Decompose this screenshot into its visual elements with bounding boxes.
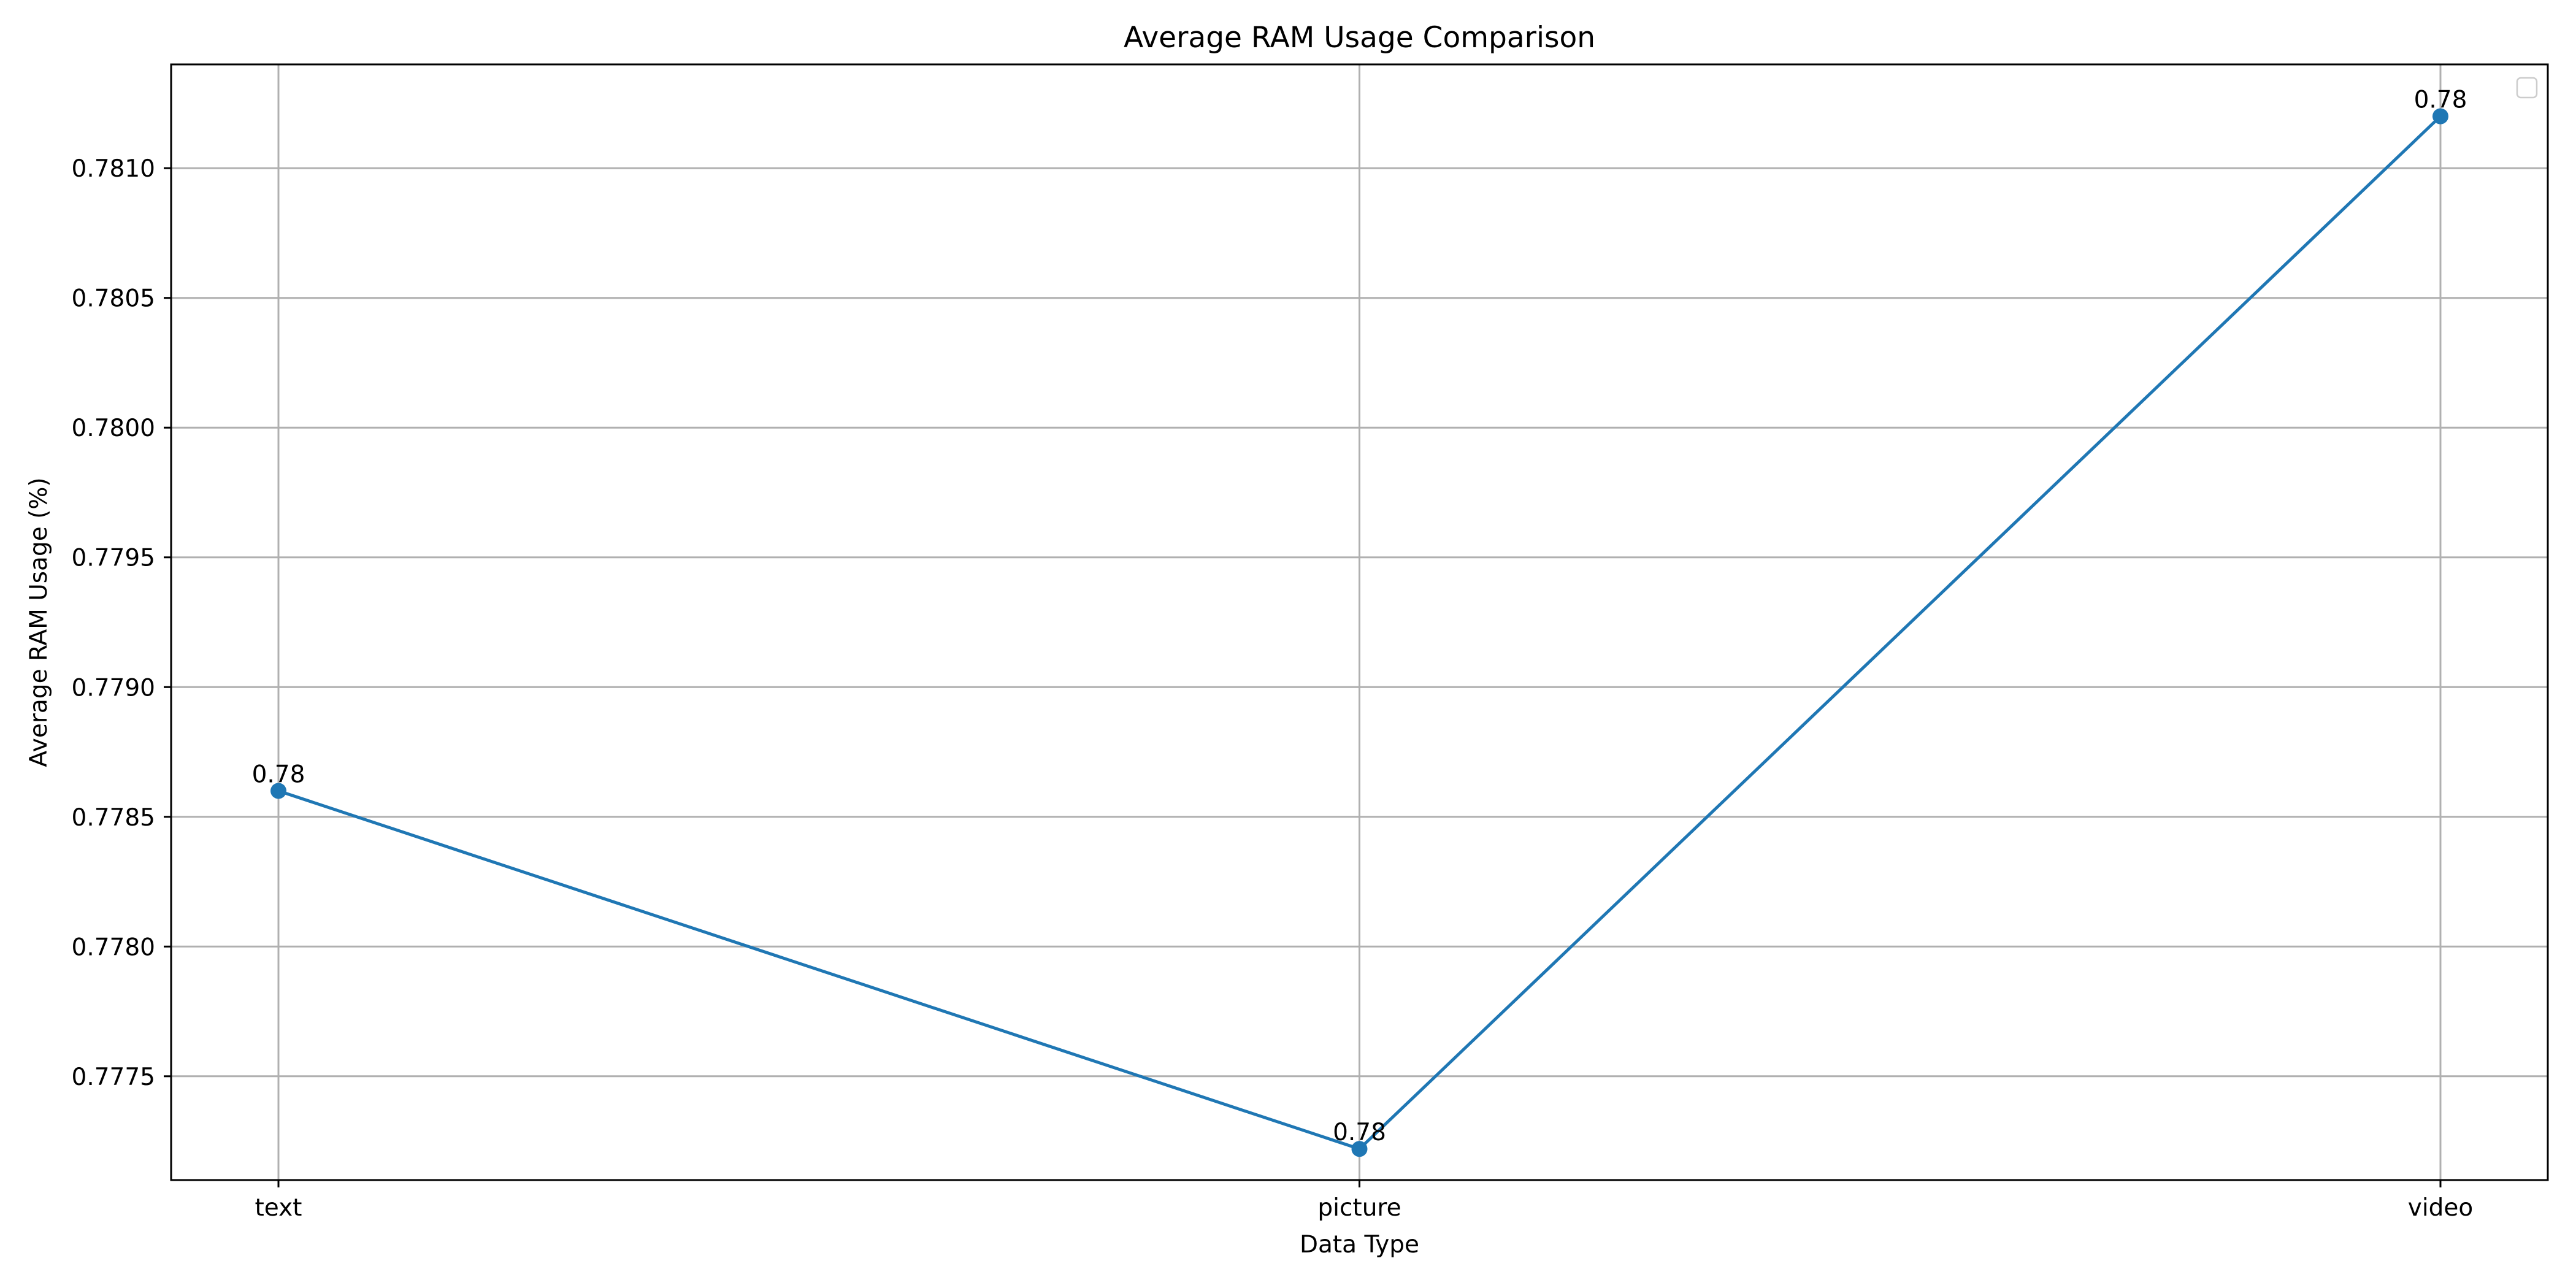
data-label-picture: 0.78 (1333, 1119, 1386, 1146)
y-tick-label: 0.7775 (72, 1064, 155, 1091)
y-tick-label: 0.7795 (72, 545, 155, 572)
ticks-layer: 0.7775 0.7780 0.7785 0.7790 0.7795 0.7800 0.78… (72, 155, 2474, 1222)
series-layer: 0.78 0.78 0.78 (252, 86, 2467, 1157)
chart-title: Average RAM Usage Comparison (1124, 21, 1595, 55)
y-tick-label: 0.7805 (72, 285, 155, 313)
x-tick-label-text: text (255, 1194, 302, 1222)
x-tick-label-picture: picture (1317, 1194, 1401, 1222)
x-tick-label-video: video (2408, 1194, 2474, 1222)
grid-layer (171, 64, 2548, 1180)
data-label-video: 0.78 (2414, 86, 2467, 114)
data-point-video (2432, 108, 2448, 125)
data-point-picture (1351, 1141, 1368, 1157)
data-point-text (270, 783, 286, 799)
legend-box (2516, 77, 2538, 99)
x-axis-label: Data Type (1300, 1231, 1419, 1259)
y-tick-label: 0.7810 (72, 155, 155, 183)
y-tick-label: 0.7800 (72, 415, 155, 442)
y-tick-label: 0.7780 (72, 933, 155, 961)
y-tick-label: 0.7785 (72, 804, 155, 832)
y-tick-label: 0.7790 (72, 674, 155, 702)
data-label-text: 0.78 (252, 761, 305, 788)
y-axis-label: Average RAM Usage (%) (25, 477, 53, 767)
